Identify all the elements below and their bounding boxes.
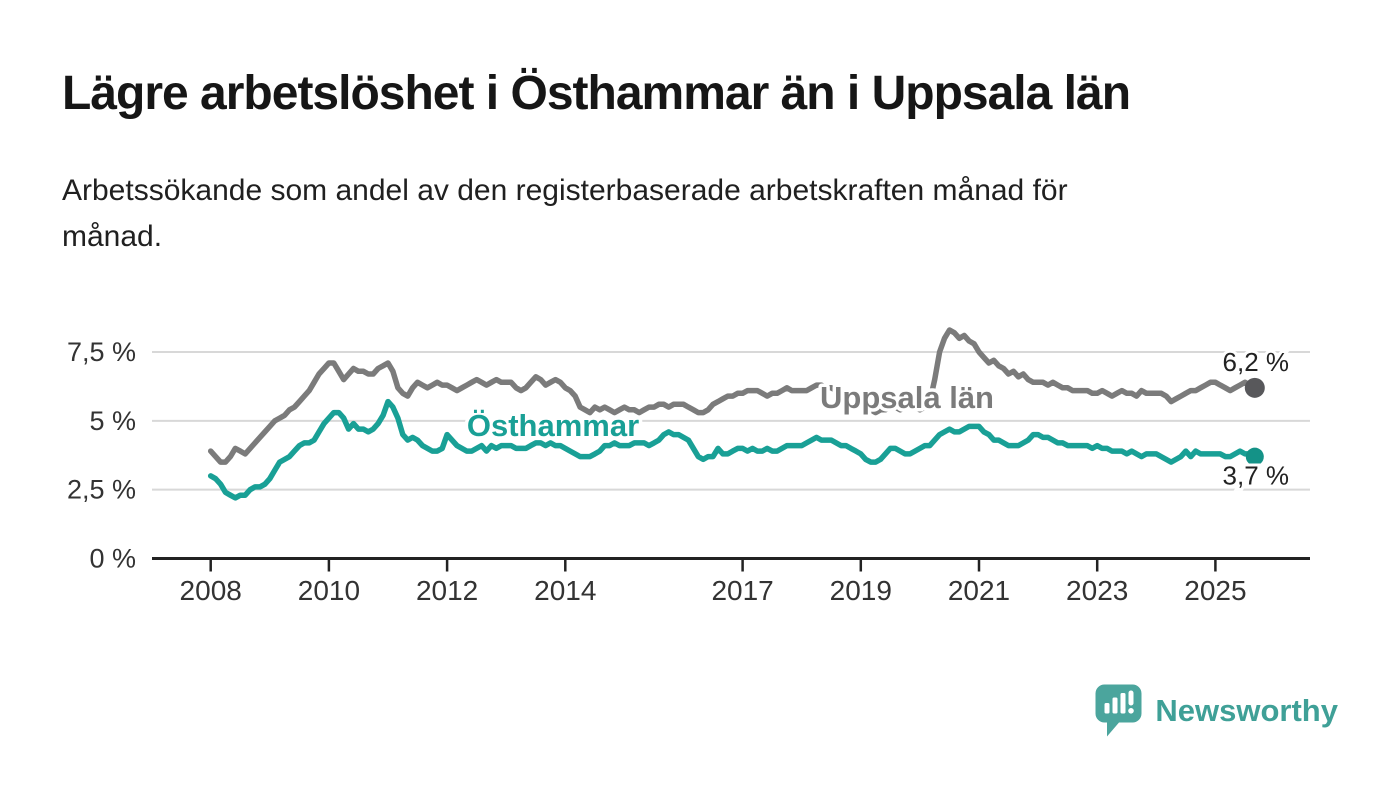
osthammar-end-dot (1245, 447, 1264, 466)
y-axis-label-2.5: 2,5 % (67, 475, 136, 505)
y-axis-label-5: 5 % (89, 406, 136, 436)
exclamation-dot (1128, 708, 1135, 714)
x-axis-label-2021: 2021 (948, 575, 1010, 606)
page-title: Lägre arbetslöshet i Östhammar än i Upps… (62, 67, 1131, 120)
newsworthy-brand: Newsworthy (1095, 684, 1338, 738)
osthammar-end-value-label: 3,7 % (1223, 461, 1290, 491)
osthammar-line (207, 398, 1258, 501)
speech-bubble-shape (1095, 684, 1142, 737)
bar-small (1104, 703, 1110, 714)
brand-name: Newsworthy (1155, 693, 1338, 728)
x-axis-label-2010: 2010 (298, 575, 360, 606)
y-axis-label-0: 0 % (89, 544, 136, 574)
x-axis-label-2025: 2025 (1184, 575, 1246, 606)
x-axis-label-2008: 2008 (180, 575, 242, 606)
uppsala-lan-end-value-label: 6,2 % (1223, 347, 1290, 377)
x-axis-label-2019: 2019 (830, 575, 892, 606)
bar-tall (1120, 693, 1126, 714)
uppsala-lan-end-dot (1244, 377, 1265, 398)
x-axis-label-2023: 2023 (1066, 575, 1128, 606)
chart-subtitle-line-2: månad. (62, 220, 163, 253)
y-axis-label-7.5: 7,5 % (67, 337, 136, 367)
chart-subtitle-line-1: Arbetssökande som andel av den registerb… (62, 174, 1068, 207)
x-axis-label-2012: 2012 (416, 575, 478, 606)
exclamation-bar (1128, 690, 1134, 706)
uppsala-lan-series-label: Uppsala län (820, 380, 994, 415)
x-axis-label-2014: 2014 (534, 575, 596, 606)
bar-medium (1112, 697, 1118, 714)
chart-subtitle: Arbetssökande som andel av den registerb… (62, 168, 1352, 260)
osthammar-series-label: Östhammar (467, 408, 639, 443)
uppsala-lan-line (207, 327, 1258, 465)
x-axis-label-2017: 2017 (711, 575, 773, 606)
newsworthy-logo-icon (1095, 684, 1142, 737)
